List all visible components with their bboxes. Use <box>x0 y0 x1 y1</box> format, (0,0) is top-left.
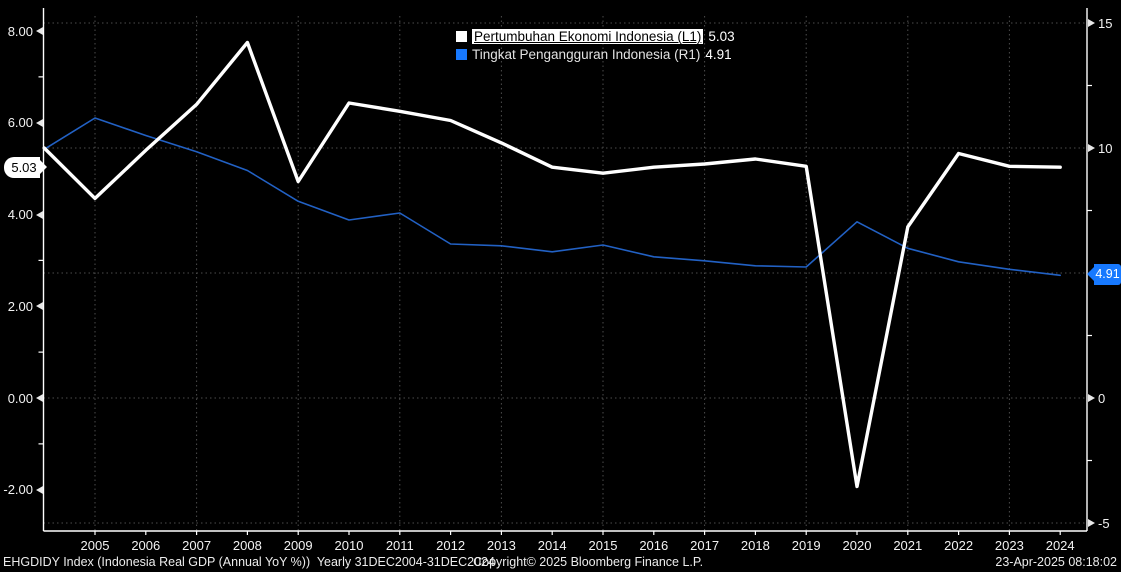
footer: EHGDIDY Index (Indonesia Real GDP (Annua… <box>0 555 1121 572</box>
unemployment-series-swatch-icon <box>456 49 467 60</box>
right-axis-label: -5 <box>1088 515 1110 531</box>
legend-value-gdp: 5.03 <box>708 29 735 44</box>
left-axis-label: 8.00 <box>0 23 43 39</box>
x-axis-year-label: 2008 <box>232 538 262 553</box>
x-axis-year-label: 2018 <box>740 538 770 553</box>
x-axis-year-label: 2019 <box>791 538 821 553</box>
right-axis-label: 0 <box>1088 390 1105 406</box>
x-axis-year-label: 2016 <box>639 538 669 553</box>
legend-item-gdp[interactable]: Pertumbuhan Ekonomi Indonesia (L1) 5.03 <box>456 28 735 45</box>
footer-ticker-description: EHGDIDY Index (Indonesia Real GDP (Annua… <box>3 555 495 569</box>
x-axis-year-label: 2006 <box>131 538 161 553</box>
x-axis-year-label: 2009 <box>283 538 313 553</box>
x-axis-year-label: 2010 <box>334 538 364 553</box>
left-axis-label: -2.00 <box>0 482 43 498</box>
right-axis-last-value-bubble: 4.91 <box>1087 264 1121 285</box>
legend: Pertumbuhan Ekonomi Indonesia (L1) 5.03 … <box>456 28 735 64</box>
x-axis-year-label: 2005 <box>80 538 110 553</box>
x-axis-year-label: 2017 <box>690 538 720 553</box>
gdp-series-swatch-icon <box>456 31 467 42</box>
x-axis-year-label: 2022 <box>944 538 974 553</box>
x-axis-year-label: 2021 <box>893 538 923 553</box>
x-axis-year-label: 2011 <box>385 538 414 553</box>
x-axis-year-label: 2023 <box>994 538 1024 553</box>
legend-label-unemployment[interactable]: Tingkat Pengangguran Indonesia (R1) <box>472 47 701 62</box>
right-axis-label: 10 <box>1088 140 1112 156</box>
gdp-line-series <box>42 40 1062 489</box>
footer-copyright: Copyright© 2025 Bloomberg Finance L.P. <box>473 555 704 569</box>
footer-timestamp: 23-Apr-2025 08:18:02 <box>995 555 1117 569</box>
legend-value-unemployment: 4.91 <box>705 47 732 62</box>
x-axis-year-label: 2014 <box>537 538 567 553</box>
left-axis-label: 4.00 <box>0 207 43 223</box>
x-axis-year-label: 2013 <box>486 538 516 553</box>
x-axis-year-label: 2007 <box>182 538 212 553</box>
x-axis-year-label: 2012 <box>436 538 466 553</box>
unemployment-line-series <box>43 117 1061 277</box>
legend-label-gdp[interactable]: Pertumbuhan Ekonomi Indonesia (L1) <box>472 29 704 44</box>
left-axis-label: 6.00 <box>0 115 43 131</box>
x-axis-year-label: 2020 <box>842 538 872 553</box>
x-axis-year-label: 2015 <box>588 538 618 553</box>
legend-item-unemployment[interactable]: Tingkat Pengangguran Indonesia (R1) 4.91 <box>456 46 735 63</box>
left-axis-label: 2.00 <box>0 298 43 314</box>
right-axis-label: 15 <box>1088 15 1112 31</box>
left-axis-label: 0.00 <box>0 390 43 406</box>
left-axis-last-value-bubble: 5.03 <box>4 157 47 178</box>
x-axis-year-label: 2024 <box>1045 538 1075 553</box>
